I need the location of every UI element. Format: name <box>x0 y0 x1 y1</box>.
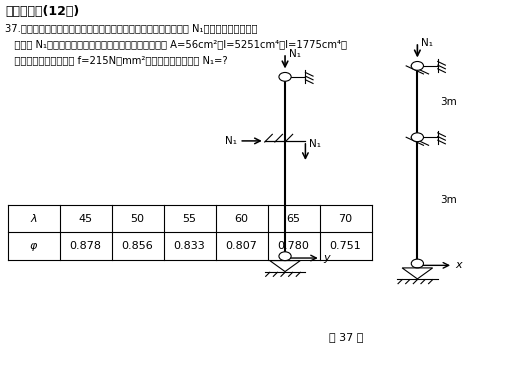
Text: 55: 55 <box>183 214 196 224</box>
Text: N₁: N₁ <box>309 139 322 149</box>
Text: 0.807: 0.807 <box>225 241 258 251</box>
Text: 0.780: 0.780 <box>277 241 309 251</box>
Circle shape <box>411 61 423 70</box>
Text: 60: 60 <box>235 214 248 224</box>
Text: 3m: 3m <box>440 195 457 205</box>
Text: 50: 50 <box>131 214 145 224</box>
Text: 题 37 图: 题 37 图 <box>329 332 363 342</box>
Text: 0.856: 0.856 <box>122 241 154 251</box>
Text: 65: 65 <box>287 214 301 224</box>
Text: λ: λ <box>31 214 37 224</box>
Circle shape <box>279 72 291 81</box>
Text: N₁: N₁ <box>224 136 237 146</box>
Text: x: x <box>456 260 462 270</box>
Text: 用荷载 N₁，如图所示，杆的局部隐定得到保证；截面积 A=56cm²，I=5251cm⁴，I=1775cm⁴，: 用荷载 N₁，如图所示，杆的局部隐定得到保证；截面积 A=56cm²，I=525… <box>5 39 347 49</box>
Text: φ: φ <box>30 241 37 251</box>
Circle shape <box>411 259 423 268</box>
Text: 五、综合题(12分): 五、综合题(12分) <box>5 5 79 19</box>
Text: N₁: N₁ <box>289 49 301 59</box>
Text: 0.833: 0.833 <box>174 241 206 251</box>
Text: 0.751: 0.751 <box>330 241 361 251</box>
Text: 3m: 3m <box>440 97 457 107</box>
Text: 0.878: 0.878 <box>70 241 102 251</box>
Text: 70: 70 <box>338 214 353 224</box>
Circle shape <box>279 252 291 261</box>
Text: 45: 45 <box>78 214 93 224</box>
Text: 37.等截面工字形组合截面轴心受压杆，截面无削弱，杆端作用轴力 N₁，杆中部牛腿上也作: 37.等截面工字形组合截面轴心受压杆，截面无削弱，杆端作用轴力 N₁，杆中部牛腿… <box>5 23 258 33</box>
Text: N₁: N₁ <box>421 38 434 48</box>
Text: 已知钢材的强度设计值 f=215N／mm²，求此杆最大承载力 N₁=?: 已知钢材的强度设计值 f=215N／mm²，求此杆最大承载力 N₁=? <box>5 56 228 66</box>
Circle shape <box>411 133 423 142</box>
Text: y: y <box>323 253 330 263</box>
